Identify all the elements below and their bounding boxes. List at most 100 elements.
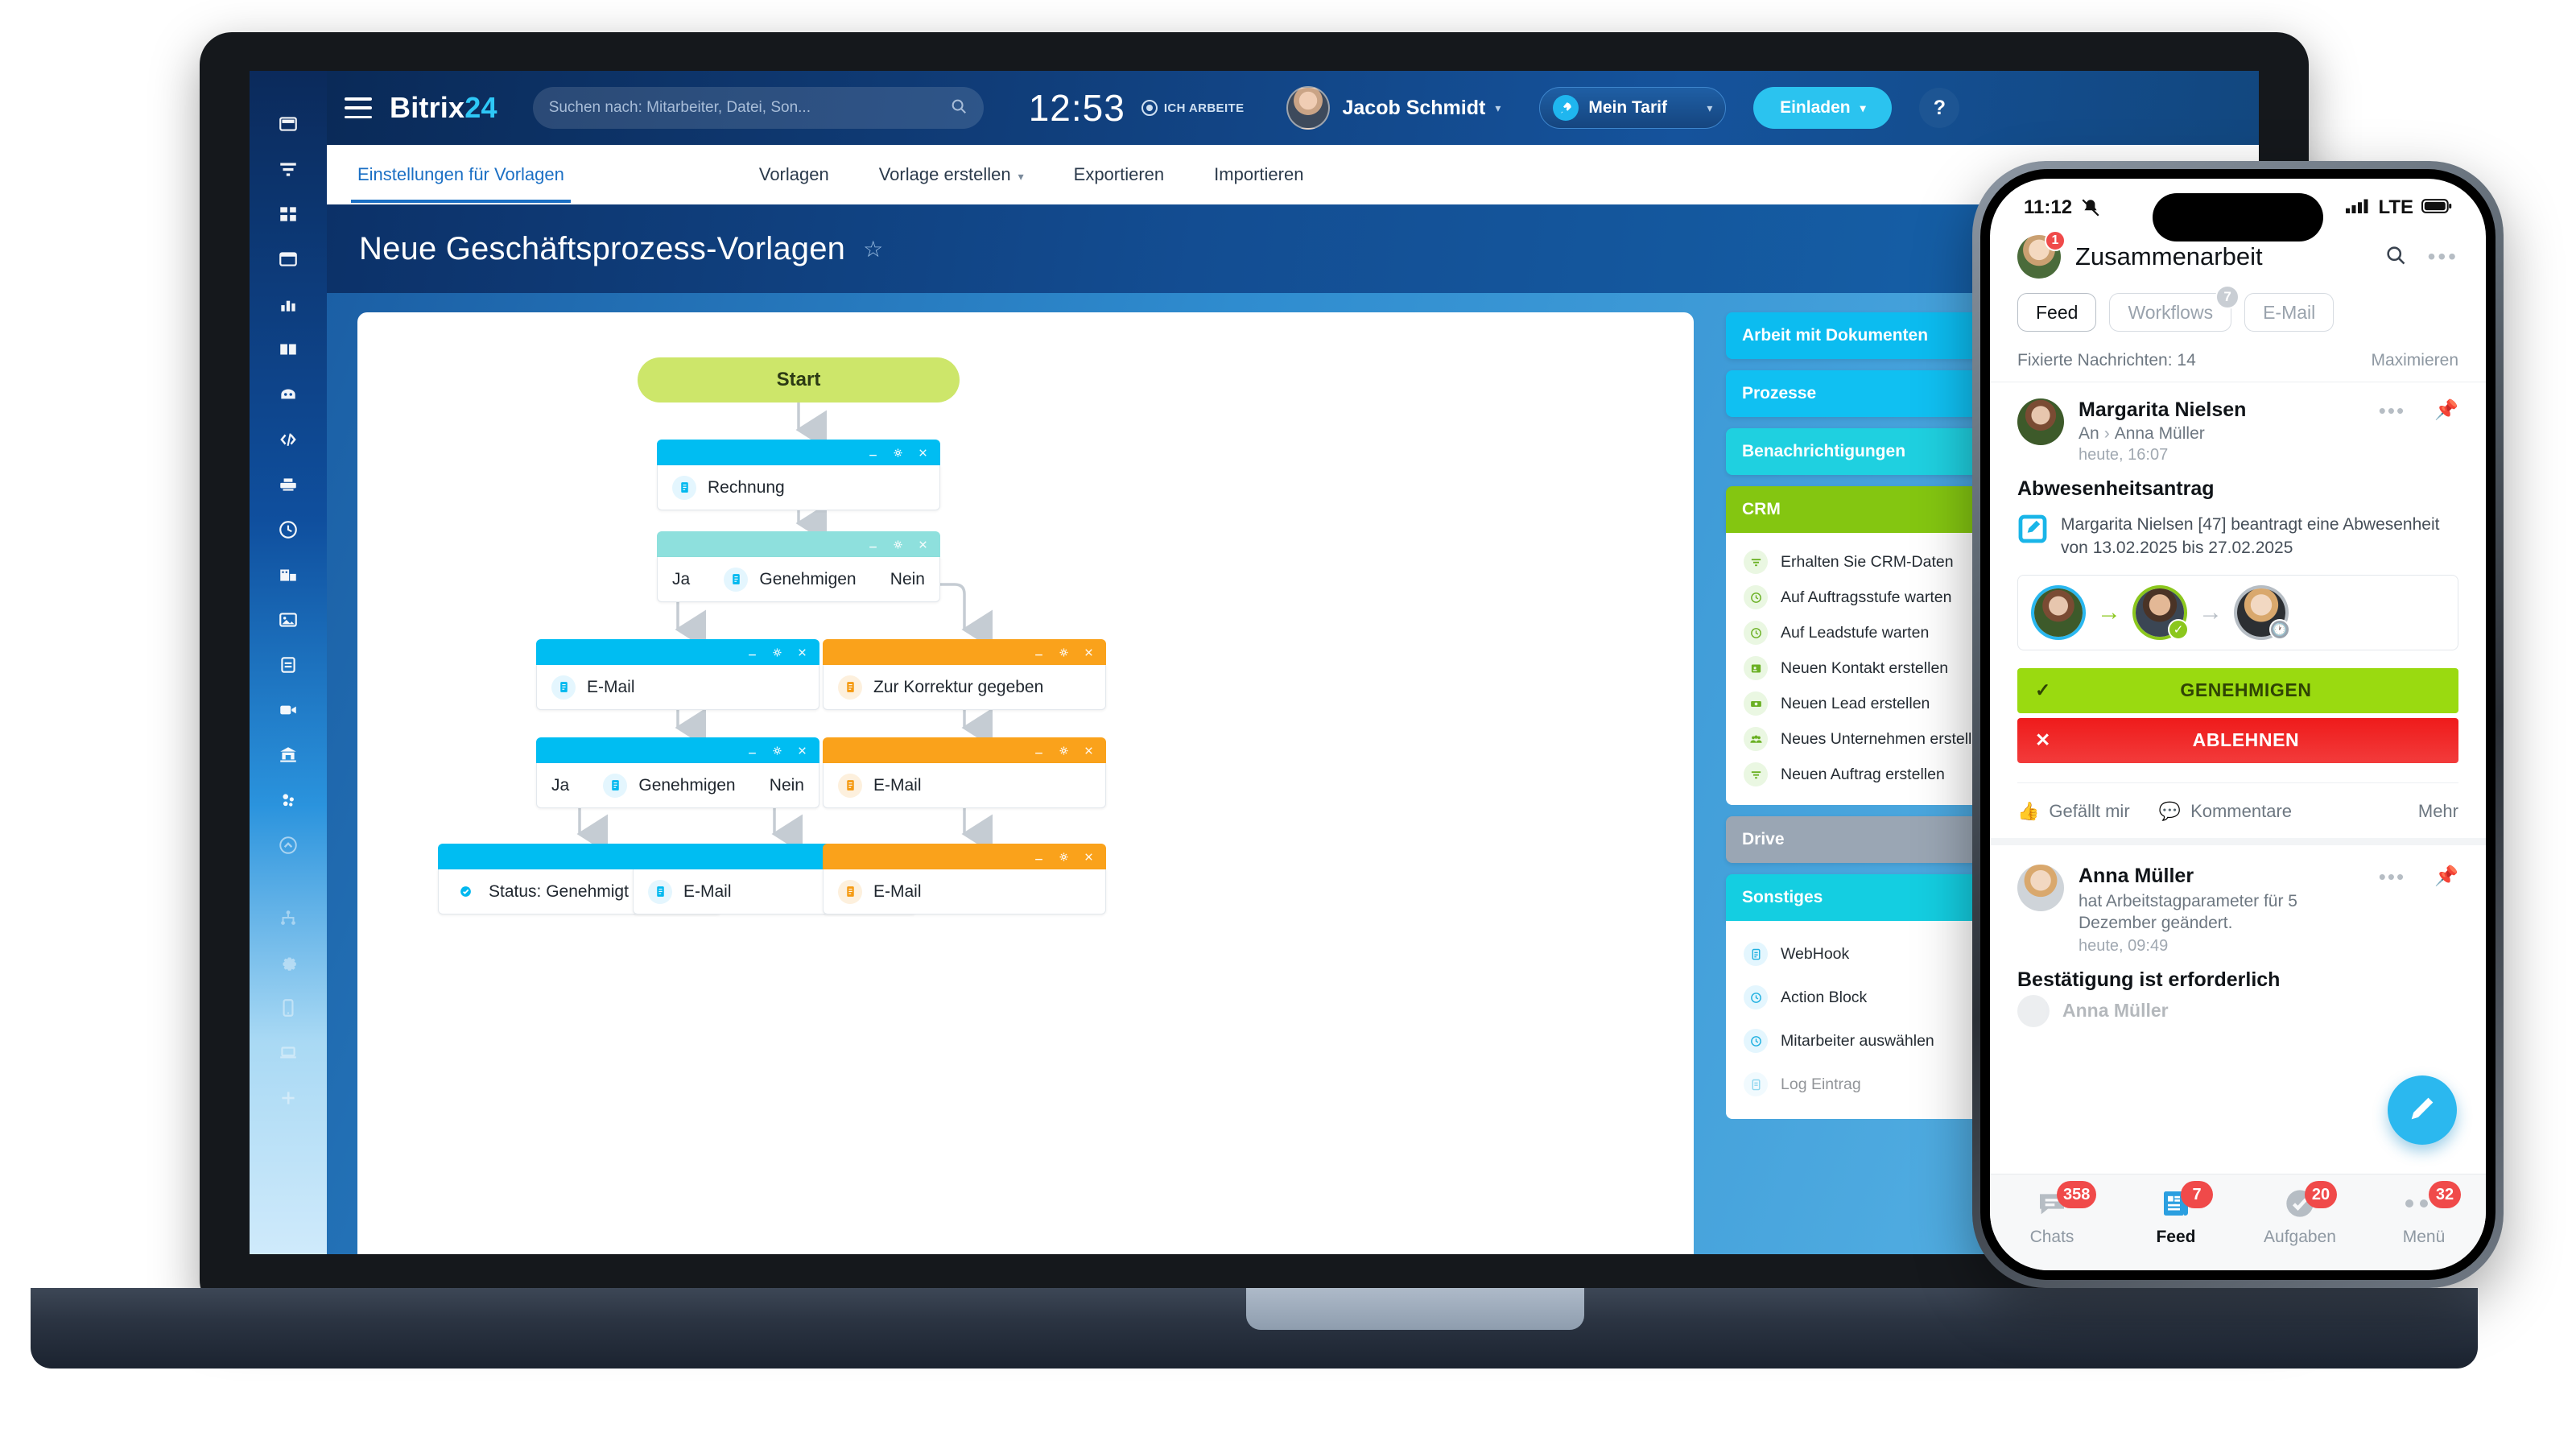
video-icon[interactable]	[270, 692, 306, 728]
tab-exportieren[interactable]: Exportieren	[1074, 164, 1165, 185]
tab-importieren[interactable]: Importieren	[1214, 164, 1303, 185]
pin-icon[interactable]: 📌	[2434, 865, 2458, 887]
flow-node-genehmigen-1[interactable]: Ja Genehmigen Nein	[657, 531, 940, 602]
tabbar-menu[interactable]: 32 Menü	[2362, 1181, 2486, 1247]
menu-burger-icon[interactable]	[345, 97, 372, 118]
minimize-icon[interactable]	[867, 539, 879, 551]
maximize-link[interactable]: Maximieren	[2371, 351, 2458, 369]
company-icon[interactable]	[270, 557, 306, 592]
action-neuen-lead-erstellen[interactable]: Neuen Lead erstellen	[1726, 686, 2045, 721]
avatar[interactable]: 1	[2017, 230, 2066, 279]
flow-node-start[interactable]: Start	[638, 357, 960, 402]
flow-node-email-orange-1[interactable]: E-Mail	[823, 737, 1106, 808]
action-neuen-kontakt-erstellen[interactable]: Neuen Kontakt erstellen	[1726, 650, 2045, 686]
minimize-icon[interactable]	[746, 745, 758, 757]
minimize-icon[interactable]	[1033, 745, 1045, 757]
comment-icon: 💬	[2158, 800, 2182, 821]
avatar[interactable]	[2017, 398, 2064, 445]
bot-icon[interactable]	[270, 377, 306, 412]
tab-einstellungen[interactable]: Einstellungen für Vorlagen	[351, 164, 571, 203]
gear-icon[interactable]	[270, 945, 306, 980]
more-icon[interactable]: •••	[2427, 244, 2458, 269]
flow-node-email-orange-2[interactable]: E-Mail	[823, 844, 1106, 914]
gear-icon[interactable]	[771, 745, 783, 757]
sitemap-icon[interactable]	[270, 900, 306, 935]
search-input[interactable]: Suchen nach: Mitarbeiter, Datei, Son...	[532, 87, 984, 129]
tarif-button[interactable]: Mein Tarif ▾	[1539, 87, 1727, 129]
minimize-icon[interactable]	[867, 447, 879, 459]
minimize-icon[interactable]	[1033, 646, 1045, 658]
printer-icon[interactable]	[270, 467, 306, 502]
tab-email[interactable]: E-Mail	[2244, 293, 2334, 332]
plus-icon[interactable]	[270, 1080, 306, 1116]
collapse-up-icon[interactable]	[270, 828, 306, 863]
close-icon[interactable]	[1083, 745, 1095, 757]
tabbar-feed[interactable]: 7 Feed	[2114, 1181, 2238, 1247]
approve-button[interactable]: ✓ GENEHMIGEN	[2017, 667, 2458, 713]
help-button[interactable]: ?	[1919, 88, 1960, 128]
network-share-icon[interactable]	[270, 782, 306, 818]
tab-vorlagen[interactable]: Vorlagen	[759, 164, 829, 185]
search-icon[interactable]	[2384, 244, 2407, 270]
minimize-icon[interactable]	[1033, 851, 1045, 863]
action-action-block[interactable]: Action Block	[1726, 976, 2045, 1019]
gear-icon[interactable]	[892, 539, 904, 551]
inbox-icon[interactable]	[270, 106, 306, 142]
tab-workflows[interactable]: Workflows 7	[2109, 285, 2240, 332]
funnel-icon[interactable]	[270, 151, 306, 187]
gear-icon[interactable]	[1058, 646, 1070, 658]
like-button[interactable]: 👍 Gefällt mir	[2017, 801, 2130, 822]
minimize-icon[interactable]	[746, 646, 758, 658]
laptop-icon[interactable]	[270, 1035, 306, 1071]
gear-icon[interactable]	[771, 646, 783, 658]
invite-button[interactable]: Einladen ▾	[1753, 87, 1893, 129]
image-icon[interactable]	[270, 602, 306, 638]
close-icon[interactable]	[917, 447, 929, 459]
flow-node-korrektur[interactable]: Zur Korrektur gegeben	[823, 639, 1106, 710]
action-neues-unternehmen-erstellen[interactable]: Neues Unternehmen erstellen	[1726, 721, 2045, 757]
gear-icon[interactable]	[892, 447, 904, 459]
code-icon[interactable]	[270, 422, 306, 457]
close-icon[interactable]	[796, 745, 808, 757]
action-neuen-auftrag-erstellen[interactable]: Neuen Auftrag erstellen	[1726, 757, 2045, 792]
book-icon[interactable]	[270, 332, 306, 367]
document-icon[interactable]	[270, 647, 306, 683]
flow-node-email-1[interactable]: E-Mail	[536, 639, 819, 710]
action-mitarbeiter-auswaehlen[interactable]: Mitarbeiter auswählen	[1726, 1019, 2045, 1063]
comment-button[interactable]: 💬 Kommentare	[2159, 801, 2292, 822]
reject-button[interactable]: ✕ ABLEHNEN	[2017, 717, 2458, 763]
compose-fab-button[interactable]	[2388, 1075, 2457, 1145]
action-log-eintrag[interactable]: Log Eintrag	[1726, 1063, 2045, 1106]
more-icon[interactable]: •••	[2378, 864, 2406, 889]
close-icon[interactable]	[1083, 851, 1095, 863]
more-link[interactable]: Mehr	[2417, 800, 2458, 821]
user-menu[interactable]: Jacob Schmidt ▾	[1286, 86, 1501, 130]
window-icon[interactable]	[270, 242, 306, 277]
mobile-icon[interactable]	[270, 990, 306, 1026]
action-auf-auftragsstufe-warten[interactable]: Auf Auftragsstufe warten	[1726, 580, 2045, 615]
bar-chart-icon[interactable]	[270, 287, 306, 322]
avatar[interactable]	[2017, 864, 2064, 911]
pin-icon[interactable]: 📌	[2434, 399, 2458, 421]
close-icon[interactable]	[1083, 646, 1095, 658]
action-webhook[interactable]: WebHook	[1726, 932, 2045, 976]
flow-node-rechnung[interactable]: Rechnung	[657, 440, 940, 510]
tabbar-aufgaben[interactable]: 20 Aufgaben	[2238, 1181, 2362, 1247]
tabbar-chats[interactable]: 358 Chats	[1990, 1181, 2114, 1247]
action-auf-leadstufe-warten[interactable]: Auf Leadstufe warten	[1726, 615, 2045, 650]
clock-icon[interactable]	[270, 512, 306, 547]
gear-icon[interactable]	[1058, 851, 1070, 863]
tab-feed[interactable]: Feed	[2017, 293, 2097, 332]
action-erhalten-sie-crm-daten[interactable]: Erhalten Sie CRM-Daten	[1726, 544, 2045, 580]
flow-node-genehmigen-2[interactable]: Ja Genehmigen Nein	[536, 737, 819, 808]
tab-vorlage-erstellen[interactable]: Vorlage erstellen ▾	[879, 164, 1024, 185]
grid-dashboard-icon[interactable]	[270, 196, 306, 232]
brand-logo[interactable]: Bitrix24	[390, 91, 497, 125]
work-status[interactable]: ICH ARBEITE	[1141, 100, 1245, 116]
close-icon[interactable]	[796, 646, 808, 658]
close-icon[interactable]	[917, 539, 929, 551]
bank-icon[interactable]	[270, 737, 306, 773]
more-icon[interactable]: •••	[2378, 398, 2406, 423]
gear-icon[interactable]	[1058, 745, 1070, 757]
favorite-star-icon[interactable]: ☆	[863, 236, 884, 262]
